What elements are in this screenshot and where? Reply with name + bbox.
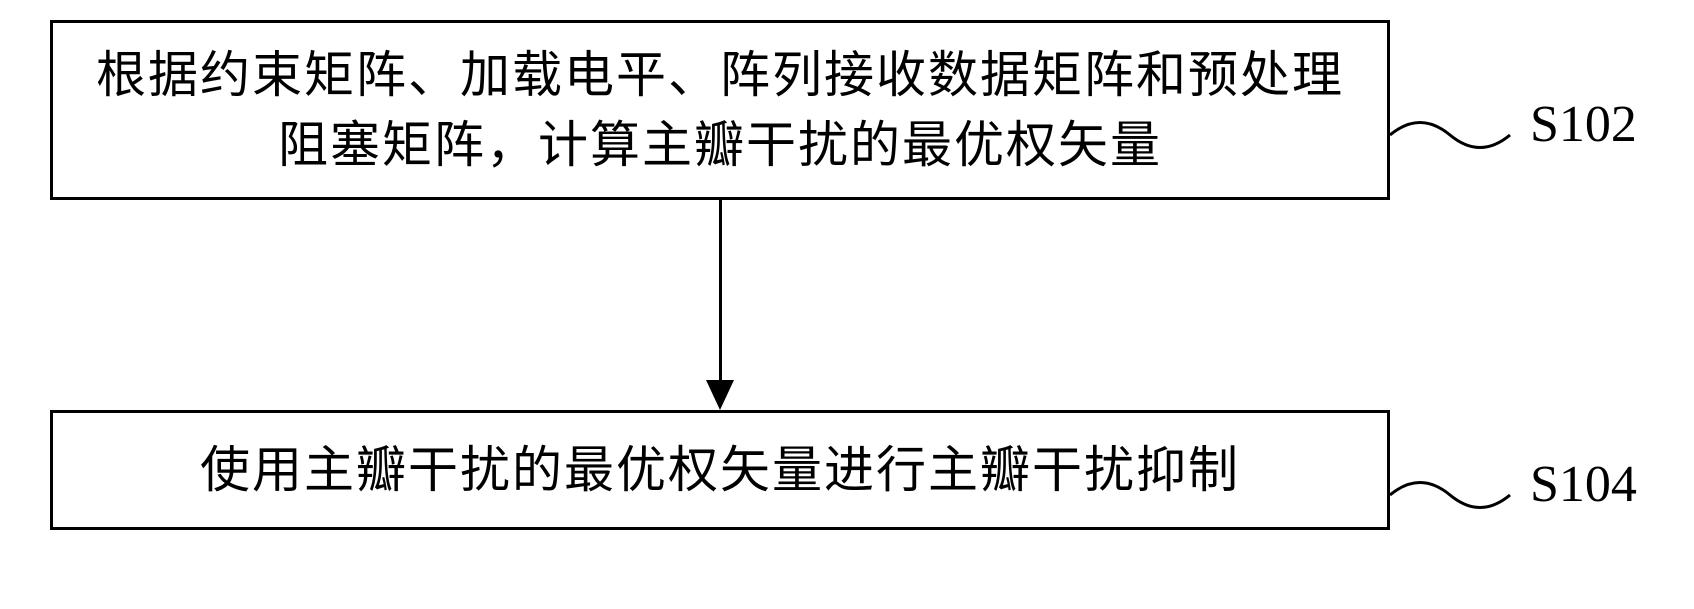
arrow-line (719, 200, 722, 380)
arrow-head-icon (706, 380, 734, 410)
step-1-label: S102 (1530, 95, 1637, 154)
step-2-label: S104 (1530, 455, 1637, 514)
flowchart-step-2: 使用主瓣干扰的最优权矢量进行主瓣干扰抑制 (50, 410, 1390, 530)
flowchart-container: 根据约束矩阵、加载电平、阵列接收数据矩阵和预处理阻塞矩阵，计算主瓣干扰的最优权矢… (50, 20, 1644, 589)
step-2-text: 使用主瓣干扰的最优权矢量进行主瓣干扰抑制 (200, 435, 1240, 505)
flowchart-step-1: 根据约束矩阵、加载电平、阵列接收数据矩阵和预处理阻塞矩阵，计算主瓣干扰的最优权矢… (50, 20, 1390, 200)
step-1-text: 根据约束矩阵、加载电平、阵列接收数据矩阵和预处理阻塞矩阵，计算主瓣干扰的最优权矢… (83, 40, 1357, 180)
flowchart-arrow (718, 200, 722, 410)
